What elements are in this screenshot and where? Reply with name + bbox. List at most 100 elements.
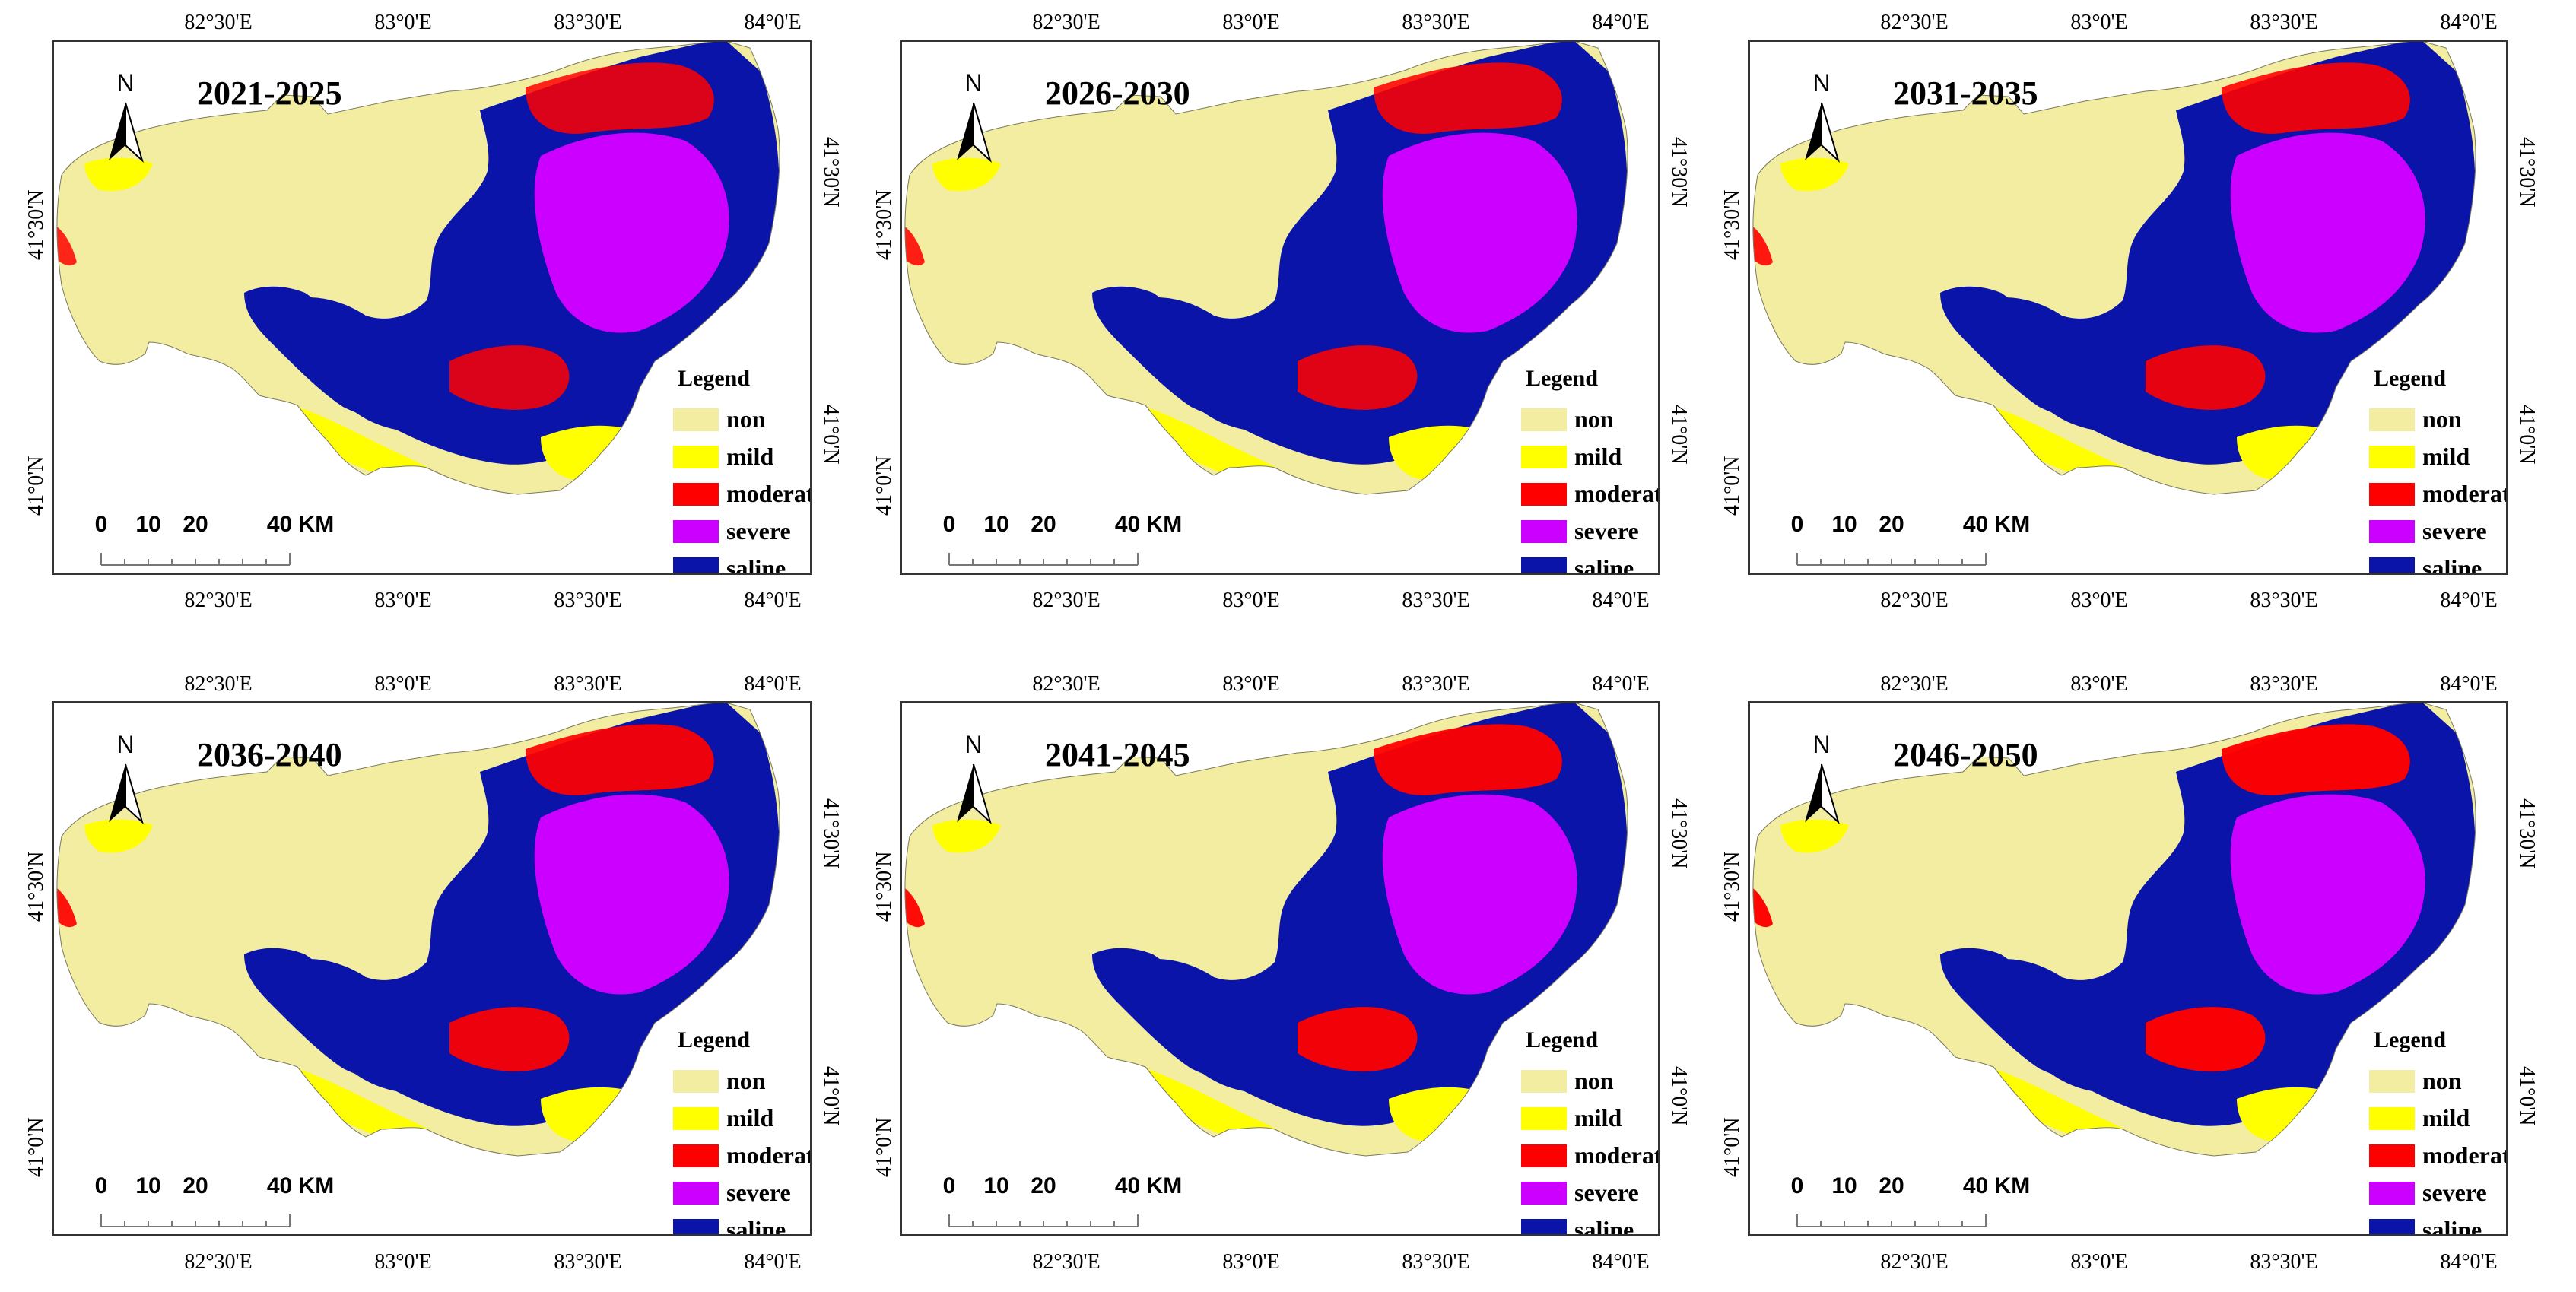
map-panel-2046-2050: 82°30'E 83°0'E 83°30'E 84°0'E 82°30'E 83…	[1720, 663, 2549, 1284]
study-area-boundary	[1752, 42, 2476, 495]
salinization-raster-map	[1752, 42, 2476, 495]
right-latitude-label: 41°30'N	[1667, 798, 1691, 869]
saline-zone	[1940, 286, 2102, 419]
period-title: 2041-2045	[1045, 736, 1190, 773]
scale-label: 40 KM	[1962, 1173, 2031, 1198]
legend-item: saline	[1521, 550, 1658, 573]
moderate-zone	[449, 1007, 570, 1071]
study-area-boundary	[904, 703, 1628, 1157]
legend: Legend non mild moderate severe	[673, 366, 810, 573]
scale-label: 40 KM	[1114, 512, 1183, 537]
legend-swatch	[2369, 1106, 2415, 1130]
legend-item: mild	[673, 1100, 810, 1137]
legend-item: mild	[1521, 438, 1658, 475]
legend-label: saline	[1574, 1216, 1634, 1236]
top-longitude-label: 83°0'E	[374, 672, 432, 696]
scale-bar-ruler	[948, 553, 1139, 566]
bottom-longitude-label: 83°0'E	[374, 1250, 432, 1274]
severe-zone	[1382, 794, 1577, 995]
legend-item: moderate	[1521, 475, 1658, 513]
legend-label: mild	[726, 1104, 774, 1132]
legend-label: saline	[2422, 554, 2482, 575]
legend-swatch	[1521, 1181, 1567, 1205]
legend-swatch	[1521, 482, 1567, 506]
legend-item: moderate	[673, 1137, 810, 1174]
legend-label: non	[2422, 1067, 2462, 1094]
north-arrow: N	[951, 69, 996, 165]
legend-swatch	[1521, 1144, 1567, 1167]
scale-label: 40 KM	[266, 1173, 335, 1198]
bottom-longitude-label: 83°30'E	[1402, 1250, 1470, 1274]
salinization-raster-map	[1752, 703, 2476, 1157]
bottom-longitude-label: 82°30'E	[1880, 1250, 1949, 1274]
period-title: 2021-2025	[197, 75, 342, 112]
moderate-zone	[1752, 886, 1773, 928]
north-arrow: N	[1799, 731, 1844, 827]
legend-label: mild	[1574, 443, 1622, 470]
moderate-zone	[1752, 224, 1773, 266]
legend-label: moderate	[726, 1141, 810, 1169]
top-longitude-label: 83°0'E	[2070, 11, 2128, 34]
study-area-boundary	[56, 703, 780, 1157]
top-longitude-label: 84°0'E	[744, 11, 802, 34]
salinization-raster-map	[904, 42, 1628, 495]
moderate-zone	[2222, 62, 2410, 134]
mild-zone	[1780, 819, 1849, 853]
legend-swatch	[2369, 1144, 2415, 1167]
legend-item: mild	[1521, 1100, 1658, 1137]
map-panel-2026-2030: 82°30'E 83°0'E 83°30'E 84°0'E 82°30'E 83…	[872, 2, 1701, 622]
top-longitude-label: 83°0'E	[1222, 11, 1280, 34]
right-latitude-label: 41°30'N	[1667, 137, 1691, 208]
bottom-longitude-label: 82°30'E	[184, 1250, 253, 1274]
legend-swatch	[673, 1069, 719, 1093]
top-longitude-label: 84°0'E	[2440, 11, 2498, 34]
legend: Legend non mild moderate severe	[2369, 366, 2506, 575]
map-panel-2031-2035: 82°30'E 83°0'E 83°30'E 84°0'E 82°30'E 83…	[1720, 2, 2549, 622]
period-title: 2026-2030	[1045, 75, 1190, 112]
top-longitude-label: 82°30'E	[1032, 672, 1101, 696]
legend-swatch	[2369, 1181, 2415, 1205]
salinization-raster-map	[56, 42, 780, 495]
saline-zone	[244, 948, 406, 1081]
scale-bar: 0 10 20 40 KM	[939, 512, 1182, 573]
scale-label: 20	[1031, 1173, 1056, 1198]
legend-label: moderate	[1574, 480, 1658, 507]
scale-bar-ruler	[100, 1214, 291, 1227]
study-area-boundary	[56, 42, 780, 495]
right-latitude-label: 41°30'N	[819, 798, 843, 869]
legend-swatch	[1521, 445, 1567, 468]
top-longitude-label: 83°30'E	[1402, 11, 1470, 34]
top-longitude-label: 83°30'E	[554, 11, 622, 34]
legend-swatch	[673, 1181, 719, 1205]
map-frame: N 2031-2035 Legend non mild	[1748, 40, 2508, 575]
north-arrow-icon	[957, 763, 992, 825]
left-latitude-label: 41°0'N	[872, 1117, 896, 1177]
bottom-longitude-label: 84°0'E	[744, 1250, 802, 1274]
bottom-longitude-label: 82°30'E	[1032, 1250, 1101, 1274]
legend-label: non	[726, 1067, 766, 1094]
top-longitude-label: 83°30'E	[2250, 672, 2318, 696]
legend-item: severe	[673, 513, 810, 550]
scale-label: 10	[983, 512, 1009, 537]
north-label: N	[1812, 69, 1831, 97]
right-latitude-label: 41°0'N	[2515, 1066, 2539, 1126]
legend-swatch	[2369, 557, 2415, 573]
bottom-longitude-label: 82°30'E	[1032, 589, 1101, 612]
legend-item: non	[2369, 1062, 2506, 1100]
legend-swatch	[673, 482, 719, 506]
north-arrow-icon	[109, 763, 144, 825]
legend-swatch	[673, 1106, 719, 1130]
moderate-zone	[56, 886, 77, 928]
north-arrow: N	[103, 731, 148, 827]
bottom-longitude-label: 84°0'E	[744, 589, 802, 612]
bottom-longitude-label: 84°0'E	[2440, 589, 2498, 612]
saline-zone	[244, 286, 406, 419]
legend-swatch	[1521, 1106, 1567, 1130]
north-arrow-icon	[1805, 102, 1840, 163]
north-label: N	[116, 69, 135, 97]
left-latitude-label: 41°0'N	[1720, 456, 1744, 516]
right-latitude-label: 41°0'N	[2515, 405, 2539, 465]
legend-swatch	[673, 519, 719, 543]
moderate-zone	[449, 345, 570, 410]
salinization-raster-map	[56, 703, 780, 1157]
